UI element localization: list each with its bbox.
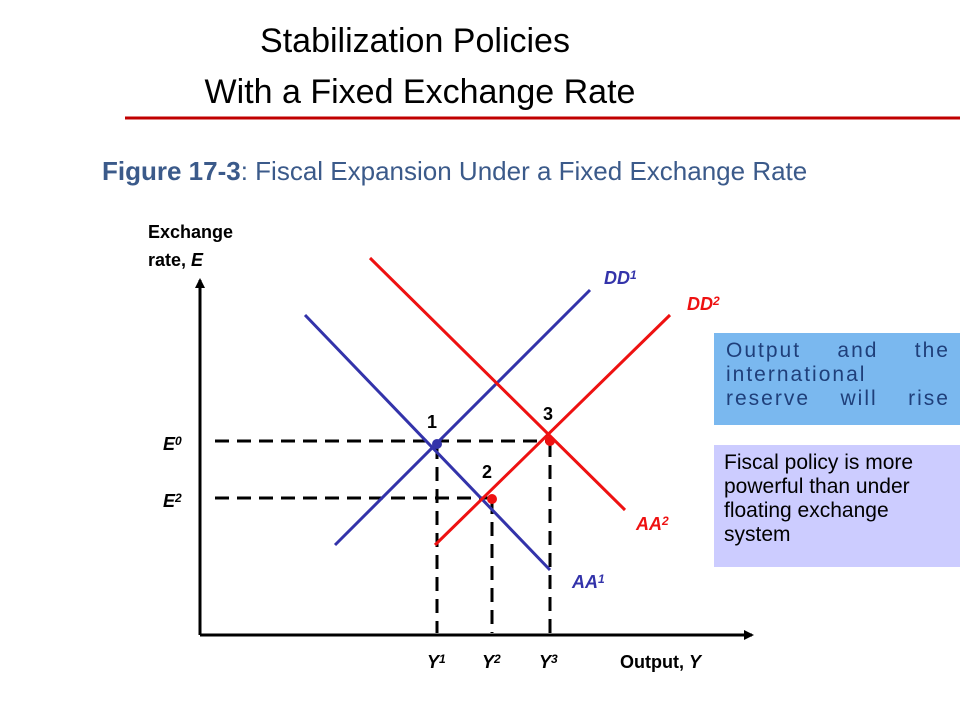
y-axis-label: rate, — [148, 250, 191, 270]
point-label: 2 — [482, 462, 492, 482]
curve-label-sub: 1 — [598, 572, 605, 586]
title-line: Stabilization Policies — [260, 22, 570, 60]
dd2-curve — [433, 313, 672, 547]
y-axis-label: Exchange — [148, 222, 233, 242]
caption-text: : Fiscal Expansion Under a Fixed Exchang… — [241, 156, 808, 186]
y-axis-label: rate, E — [148, 250, 204, 270]
dd1-curve — [333, 288, 592, 547]
curve-label-main: AA — [635, 514, 662, 534]
output-label: Y2 — [482, 652, 501, 672]
output-label-sub: 3 — [551, 652, 558, 666]
x-axis-label-text: Output, — [620, 652, 689, 672]
level-label-main: E — [163, 491, 176, 511]
x-axis-var: Y — [689, 652, 703, 672]
output-label: Y3 — [539, 652, 558, 672]
output-label-sub: 1 — [439, 652, 446, 666]
output-label-main: Y — [427, 652, 441, 672]
aa2-curve — [368, 256, 627, 512]
figure-number: Figure 17-3 — [102, 156, 241, 186]
curve-label-sub: 1 — [630, 268, 637, 282]
curve-label: AA2 — [635, 514, 669, 534]
level-label: E2 — [163, 491, 182, 511]
curve-label-main: AA — [571, 572, 598, 592]
level-label-sub: 2 — [174, 491, 182, 505]
curve-label-main: DD — [604, 268, 630, 288]
output-label-main: Y — [482, 652, 496, 672]
level-label-sub: 0 — [175, 434, 182, 448]
curve-label-main: DD — [687, 294, 713, 314]
guides — [215, 439, 552, 633]
point-label: 3 — [543, 404, 553, 424]
output-label-main: Y — [539, 652, 553, 672]
point-label: 1 — [427, 412, 437, 432]
y-axis-var: E — [191, 250, 204, 270]
curve-label: DD1 — [604, 268, 637, 288]
point-2 — [487, 494, 497, 504]
curve-label-sub: 2 — [661, 514, 669, 528]
point-1 — [432, 439, 442, 449]
level-label-main: E — [163, 434, 176, 454]
output-label: Y1 — [427, 652, 446, 672]
point-3 — [545, 436, 555, 446]
output-label-sub: 2 — [493, 652, 501, 666]
figure-caption: Figure 17-3: Fiscal Expansion Under a Fi… — [102, 156, 807, 186]
curve-label: AA1 — [571, 572, 605, 592]
title-line: With a Fixed Exchange Rate — [205, 73, 636, 111]
aa1-curve — [303, 313, 552, 572]
note-box: Fiscal policy is more powerful than unde… — [714, 445, 960, 567]
x-axis-label: Output, Y — [620, 652, 703, 672]
curve-label: DD2 — [687, 294, 720, 314]
level-label: E0 — [163, 434, 182, 454]
curve-label-sub: 2 — [712, 294, 720, 308]
note-box: Output and the international reserve wil… — [714, 333, 960, 425]
